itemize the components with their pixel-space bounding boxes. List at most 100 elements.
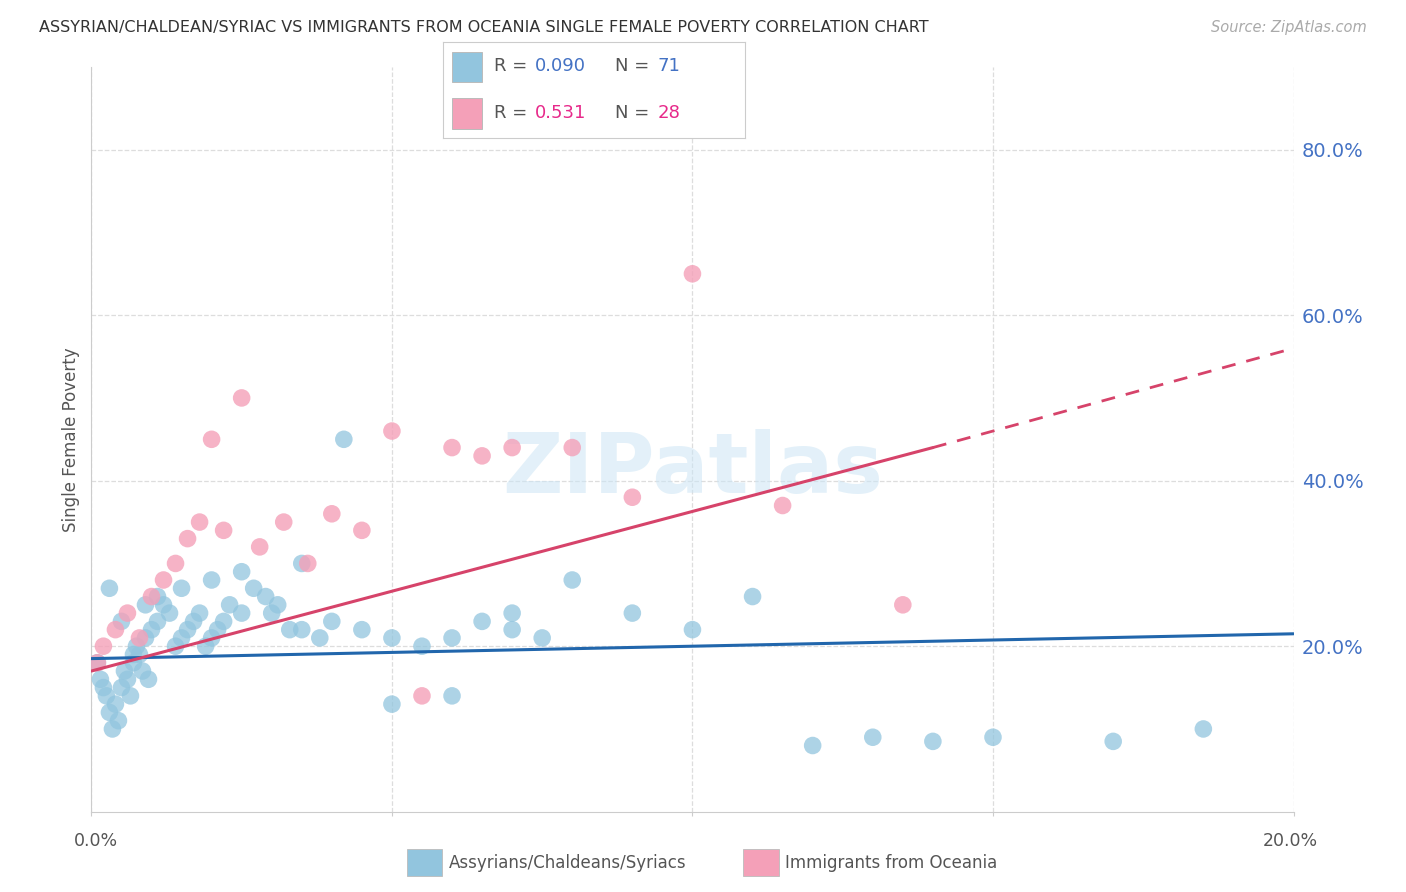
Point — [165, 557, 187, 571]
Y-axis label: Single Female Poverty: Single Female Poverty — [62, 347, 80, 532]
Point — [89, 673, 111, 687]
Text: R =: R = — [495, 103, 538, 121]
Text: Assyrians/Chaldeans/Syriacs: Assyrians/Chaldeans/Syriacs — [449, 854, 686, 871]
Point — [471, 449, 494, 463]
FancyBboxPatch shape — [451, 52, 482, 82]
Point — [117, 673, 139, 687]
Point — [381, 424, 404, 438]
Point — [981, 730, 1004, 744]
Point — [134, 598, 156, 612]
Point — [146, 590, 169, 604]
Point — [110, 681, 132, 695]
Point — [117, 606, 139, 620]
Point — [681, 623, 703, 637]
Point — [501, 606, 523, 620]
Point — [128, 631, 150, 645]
Point — [862, 730, 884, 744]
Point — [176, 623, 198, 637]
Point — [231, 391, 253, 405]
Point — [134, 631, 156, 645]
Point — [104, 623, 127, 637]
Point — [291, 623, 314, 637]
Point — [165, 639, 187, 653]
FancyBboxPatch shape — [406, 849, 443, 876]
Point — [201, 573, 224, 587]
Point — [621, 490, 644, 504]
Point — [107, 714, 129, 728]
Point — [101, 722, 124, 736]
Point — [212, 524, 235, 538]
Point — [122, 656, 145, 670]
Point — [201, 432, 224, 446]
Point — [86, 656, 108, 670]
Point — [176, 532, 198, 546]
Point — [146, 615, 169, 629]
Point — [170, 582, 193, 596]
Point — [125, 639, 148, 653]
Point — [152, 598, 174, 612]
Point — [350, 623, 373, 637]
Text: Source: ZipAtlas.com: Source: ZipAtlas.com — [1211, 20, 1367, 35]
Point — [260, 606, 283, 620]
Point — [501, 441, 523, 455]
Point — [381, 631, 404, 645]
Point — [218, 598, 240, 612]
Point — [441, 689, 464, 703]
Point — [741, 590, 763, 604]
Point — [110, 615, 132, 629]
Point — [297, 557, 319, 571]
Point — [561, 441, 583, 455]
Point — [242, 582, 264, 596]
Point — [231, 565, 253, 579]
Point — [122, 648, 145, 662]
Point — [96, 689, 118, 703]
Point — [141, 623, 163, 637]
Point — [188, 606, 211, 620]
Text: ASSYRIAN/CHALDEAN/SYRIAC VS IMMIGRANTS FROM OCEANIA SINGLE FEMALE POVERTY CORREL: ASSYRIAN/CHALDEAN/SYRIAC VS IMMIGRANTS F… — [39, 20, 929, 35]
Point — [441, 441, 464, 455]
Point — [93, 639, 115, 653]
Point — [104, 697, 127, 711]
Point — [183, 615, 205, 629]
Point — [201, 631, 224, 645]
Point — [254, 590, 277, 604]
Point — [114, 664, 136, 678]
Point — [321, 507, 343, 521]
Point — [801, 739, 824, 753]
Point — [291, 557, 314, 571]
Point — [138, 673, 160, 687]
Point — [231, 606, 253, 620]
Point — [188, 515, 211, 529]
Point — [212, 615, 235, 629]
Point — [267, 598, 290, 612]
Point — [131, 664, 153, 678]
Text: 0.0%: 0.0% — [73, 831, 118, 849]
Point — [273, 515, 295, 529]
Point — [441, 631, 464, 645]
Point — [86, 656, 108, 670]
Point — [922, 734, 945, 748]
FancyBboxPatch shape — [451, 98, 482, 128]
Point — [561, 573, 583, 587]
Point — [681, 267, 703, 281]
FancyBboxPatch shape — [742, 849, 779, 876]
Text: 0.090: 0.090 — [536, 57, 586, 76]
Text: ZIPatlas: ZIPatlas — [502, 428, 883, 509]
Point — [531, 631, 554, 645]
Text: R =: R = — [495, 57, 533, 76]
Text: N =: N = — [616, 103, 655, 121]
Point — [411, 639, 433, 653]
Text: 71: 71 — [658, 57, 681, 76]
Text: 28: 28 — [658, 103, 681, 121]
Point — [120, 689, 142, 703]
Point — [207, 623, 229, 637]
Point — [98, 582, 121, 596]
Point — [350, 524, 373, 538]
Point — [1192, 722, 1215, 736]
Point — [381, 697, 404, 711]
Text: 0.531: 0.531 — [536, 103, 586, 121]
Point — [194, 639, 217, 653]
Text: N =: N = — [616, 57, 655, 76]
Point — [308, 631, 330, 645]
Point — [891, 598, 914, 612]
